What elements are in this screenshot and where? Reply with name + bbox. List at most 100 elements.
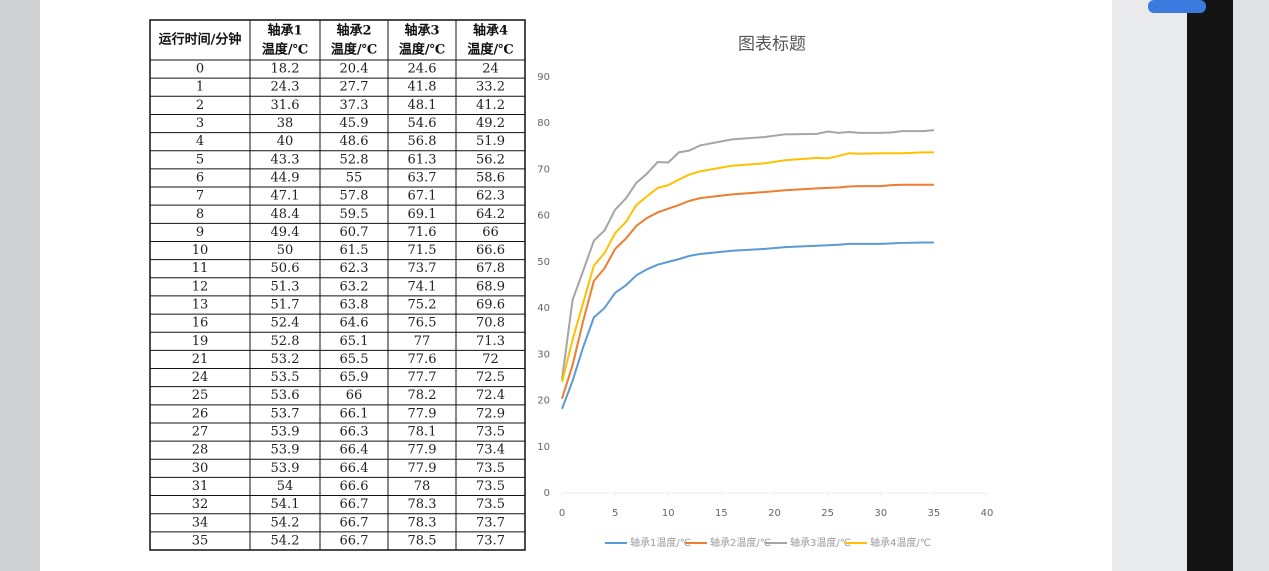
table-cell: 72: [482, 352, 499, 367]
table-cell: 51.3: [271, 279, 300, 294]
table-cell: 40: [277, 134, 294, 149]
header-cell: 温度/℃: [467, 42, 513, 58]
table-cell: 78.3: [408, 515, 437, 530]
x-tick-label: 40: [981, 508, 994, 519]
table-cell: 73.7: [476, 533, 505, 548]
table-cell: 73.7: [408, 261, 437, 276]
y-tick-label: 40: [537, 303, 550, 314]
table-cell: 77.9: [408, 406, 437, 421]
table-cell: 24.3: [271, 80, 300, 95]
table-cell: 78.1: [408, 425, 437, 440]
convert-button[interactable]: [1148, 0, 1206, 13]
table-cell: 43.3: [271, 152, 300, 167]
table-cell: 51.7: [271, 298, 300, 313]
table-cell: 31: [192, 479, 209, 494]
table-cell: 71.3: [476, 334, 505, 349]
table-cell: 11: [192, 261, 209, 276]
table-cell: 63.7: [408, 170, 437, 185]
table-cell: 48.1: [408, 98, 437, 113]
table-cell: 38: [277, 116, 294, 131]
sidebar: [1112, 0, 1187, 571]
table-cell: 66.3: [340, 425, 369, 440]
table-cell: 71.6: [408, 225, 437, 240]
x-tick-label: 20: [768, 508, 781, 519]
table-cell: 72.4: [476, 388, 505, 403]
y-tick-label: 30: [537, 349, 550, 360]
x-tick-label: 10: [662, 508, 675, 519]
table-cell: 76.5: [408, 316, 437, 331]
table-cell: 53.9: [271, 461, 300, 476]
table-cell: 66.1: [340, 406, 369, 421]
table-cell: 53.2: [271, 352, 300, 367]
table-cell: 66.6: [340, 479, 369, 494]
x-tick-label: 0: [559, 508, 565, 519]
table-cell: 73.5: [476, 425, 505, 440]
legend-label: 轴承2温度/℃: [710, 536, 771, 549]
header-cell: 温度/℃: [262, 42, 308, 58]
table-cell: 32: [192, 497, 209, 512]
table-cell: 74.1: [408, 279, 437, 294]
table-cell: 62.3: [476, 189, 505, 204]
table-cell: 52.4: [271, 316, 300, 331]
x-tick-label: 25: [821, 508, 834, 519]
table-cell: 61.5: [340, 243, 369, 258]
table-cell: 8: [196, 207, 204, 222]
table-cell: 77.7: [408, 370, 437, 385]
table-cell: 28: [192, 443, 209, 458]
table-cell: 66.6: [476, 243, 505, 258]
table-cell: 20.4: [340, 62, 369, 77]
table-cell: 65.1: [340, 334, 369, 349]
header-cell: 轴承3: [404, 23, 439, 39]
table-cell: 52.8: [271, 334, 300, 349]
table-cell: 56.2: [476, 152, 505, 167]
table-cell: 65.9: [340, 370, 369, 385]
table-cell: 73.7: [476, 515, 505, 530]
table-cell: 49.4: [271, 225, 300, 240]
table-cell: 13: [192, 298, 209, 313]
table-cell: 48.4: [271, 207, 300, 222]
table-cell: 64.2: [476, 207, 505, 222]
y-tick-label: 60: [537, 211, 550, 222]
y-tick-label: 90: [537, 72, 550, 83]
table-cell: 63.8: [340, 298, 369, 313]
header-cell: 运行时间/分钟: [159, 32, 242, 48]
table-cell: 77.9: [408, 461, 437, 476]
table-cell: 66: [482, 225, 499, 240]
table-cell: 18.2: [271, 62, 300, 77]
table-cell: 78.2: [408, 388, 437, 403]
table-cell: 73.5: [476, 479, 505, 494]
header-cell: 温度/℃: [399, 42, 445, 58]
table-cell: 33.2: [476, 80, 505, 95]
header-cell: 轴承2: [336, 23, 371, 39]
y-tick-label: 80: [537, 118, 550, 129]
table-cell: 65.5: [340, 352, 369, 367]
table-cell: 57.8: [340, 189, 369, 204]
series-line: [561, 183, 934, 400]
table-cell: 35: [192, 533, 209, 548]
table-cell: 69.6: [476, 298, 505, 313]
table-cell: 10: [192, 243, 209, 258]
table-cell: 60.7: [340, 225, 369, 240]
background: [1233, 0, 1269, 571]
table-cell: 59.5: [340, 207, 369, 222]
table-cell: 19: [192, 334, 209, 349]
table-cell: 53.7: [271, 406, 300, 421]
table-cell: 70.8: [476, 316, 505, 331]
table-cell: 51.9: [476, 134, 505, 149]
table-cell: 4: [196, 134, 204, 149]
table-cell: 9: [196, 225, 204, 240]
table-cell: 2: [196, 98, 204, 113]
table-cell: 66: [346, 388, 363, 403]
table-cell: 61.3: [408, 152, 437, 167]
table-cell: 41.2: [476, 98, 505, 113]
table-cell: 6: [196, 170, 204, 185]
series-line: [561, 241, 934, 410]
table-cell: 64.6: [340, 316, 369, 331]
table-cell: 7: [196, 189, 204, 204]
table-cell: 71.5: [408, 243, 437, 258]
table-cell: 68.9: [476, 279, 505, 294]
table-cell: 44.9: [271, 170, 300, 185]
table-cell: 63.2: [340, 279, 369, 294]
table-cell: 24.6: [408, 62, 437, 77]
table-cell: 73.5: [476, 461, 505, 476]
